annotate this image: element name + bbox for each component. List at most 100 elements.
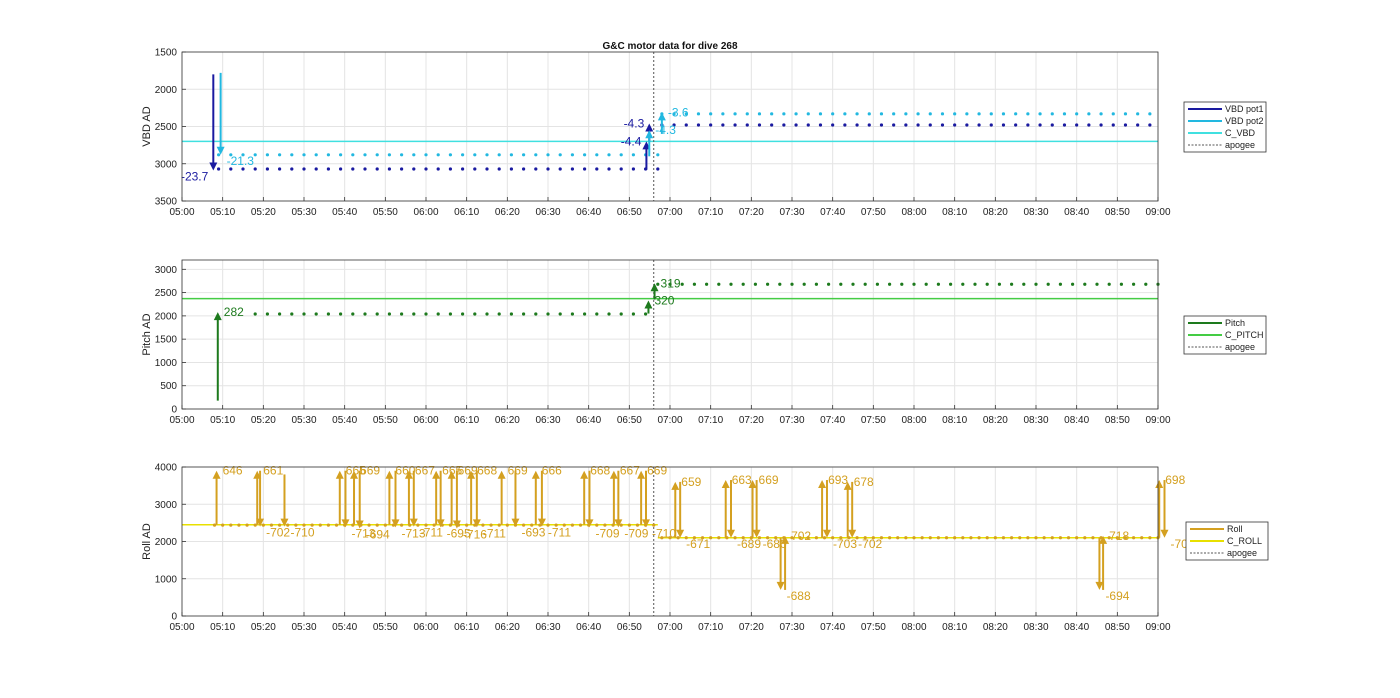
- pitch-point: [583, 312, 587, 316]
- x-tick-label: 05:20: [251, 207, 276, 218]
- vbd-pot2-point: [375, 153, 379, 157]
- legend-entry: C_PITCH: [1225, 330, 1264, 340]
- pitch-point: [827, 282, 831, 286]
- vbd-pot2-point: [855, 112, 859, 116]
- arrow-label: 667: [620, 464, 640, 478]
- vbd-pot2-point: [326, 153, 330, 157]
- arrow-head: [436, 519, 445, 528]
- x-tick-label: 05:10: [210, 207, 235, 218]
- x-tick-label: 05:00: [169, 415, 194, 426]
- arrow-label: 660: [395, 464, 415, 478]
- roll-point: [497, 523, 501, 527]
- vbd-pot2-point: [570, 153, 575, 157]
- pitch-point: [1058, 282, 1062, 286]
- arrow-head: [531, 470, 540, 479]
- vbd-pot1-point: [290, 167, 294, 171]
- x-tick-label: 07:20: [739, 207, 764, 218]
- arrow-head: [209, 162, 218, 171]
- vbd-pot1-point: [843, 123, 847, 127]
- pitch-point: [1010, 282, 1014, 286]
- roll-point: [1115, 536, 1119, 540]
- vbd-pot1-point: [745, 123, 749, 127]
- vbd-pot2-point: [892, 112, 896, 116]
- arrow-head: [614, 519, 623, 528]
- roll-point: [432, 523, 436, 527]
- x-tick-label: 07:40: [820, 622, 845, 633]
- arrow-label: -694: [1105, 589, 1129, 603]
- x-tick-label: 07:40: [820, 415, 845, 426]
- pitch-point: [436, 312, 440, 316]
- figure-title: G&C motor data for dive 268: [602, 41, 737, 52]
- x-tick-label: 07:30: [779, 415, 804, 426]
- vbd-pot2-point: [879, 112, 884, 116]
- pitch-point: [680, 282, 684, 286]
- pitch-point: [412, 312, 416, 316]
- pitch-point: [1095, 282, 1099, 286]
- roll-point: [1075, 536, 1079, 540]
- roll-point: [700, 536, 705, 540]
- vbd-pot1-point: [977, 123, 981, 127]
- roll-point: [790, 536, 794, 540]
- arrow-label: 666: [542, 464, 562, 478]
- legend-entry: apogee: [1225, 140, 1255, 150]
- x-tick-label: 08:20: [983, 207, 1008, 218]
- roll-point: [253, 523, 257, 527]
- roll-point: [1042, 536, 1046, 540]
- vbd-pot2-point: [916, 112, 920, 116]
- x-tick-label: 05:20: [251, 415, 276, 426]
- x-tick-label: 07:50: [861, 415, 886, 426]
- x-tick-label: 06:00: [413, 622, 438, 633]
- vbd-pot1-point: [583, 167, 587, 171]
- vbd-pot1-point: [375, 167, 379, 171]
- x-tick-label: 08:30: [1023, 622, 1048, 633]
- x-tick-label: 07:00: [657, 415, 682, 426]
- roll-point: [904, 536, 908, 540]
- x-tick-label: 05:10: [210, 622, 235, 633]
- roll-point: [969, 536, 973, 540]
- arrow-label: -711: [483, 526, 506, 540]
- roll-point: [1058, 536, 1062, 540]
- pitch-point: [375, 312, 379, 316]
- y-tick-label: 2500: [155, 288, 178, 299]
- arrow-label: 669: [647, 464, 667, 478]
- vbd-pot1-point: [302, 167, 306, 171]
- vbd-pot2-point: [265, 153, 269, 157]
- arrow-label: 646: [223, 464, 243, 478]
- roll-point: [1148, 536, 1152, 540]
- roll-point: [879, 536, 884, 540]
- vbd-pot1-point: [1050, 123, 1054, 127]
- roll-point: [278, 523, 282, 527]
- pitch-point: [741, 282, 745, 286]
- arrow-label: 661: [263, 464, 283, 478]
- x-tick-label: 06:20: [495, 415, 520, 426]
- vbd-pot2-point: [534, 153, 538, 157]
- y-tick-label: 1000: [155, 358, 178, 369]
- x-tick-label: 07:50: [861, 622, 886, 633]
- pitch-point: [912, 282, 916, 286]
- arrow-head: [335, 470, 344, 479]
- vbd-pot2-point: [595, 153, 599, 157]
- x-tick-label: 06:50: [617, 415, 642, 426]
- arrow-head: [609, 470, 618, 479]
- pitch-point: [924, 282, 928, 286]
- vbd-pot2-point: [1062, 112, 1067, 116]
- vbd-pot1-point: [855, 123, 859, 127]
- roll-point: [562, 523, 566, 527]
- vbd-pot1-point: [1038, 123, 1042, 127]
- roll-point: [676, 536, 680, 540]
- x-tick-label: 08:40: [1064, 622, 1089, 633]
- roll-point: [733, 536, 737, 540]
- pitch-point: [753, 282, 758, 286]
- roll-point: [546, 523, 550, 527]
- vbd-pot2-point: [1075, 112, 1079, 116]
- pitch-point: [729, 282, 733, 286]
- roll-point: [1034, 536, 1038, 540]
- arrow-head: [752, 529, 761, 538]
- arrow-head: [822, 529, 831, 538]
- arrow-head: [1095, 581, 1104, 590]
- x-tick-label: 08:20: [983, 415, 1008, 426]
- pitch-point: [448, 312, 452, 316]
- pitch-point: [814, 282, 819, 286]
- vbd-pot2-point: [522, 153, 526, 157]
